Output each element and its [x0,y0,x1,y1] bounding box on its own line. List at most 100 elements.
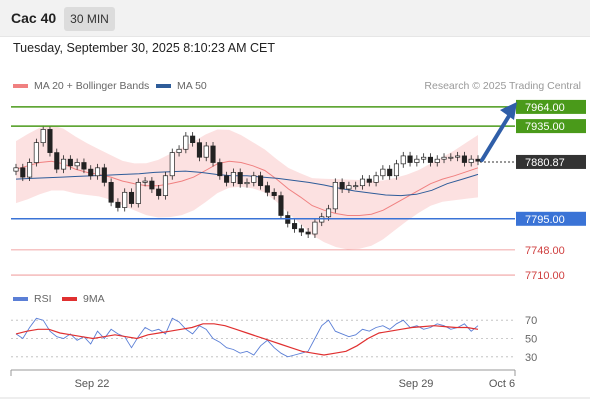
candle-body [427,156,433,163]
candle-body [366,178,372,183]
candle-body [305,231,311,235]
candle-body [40,129,46,144]
legend-rsi: RSI [13,293,52,305]
chart-datetime: Tuesday, September 30, 2025 8:10:23 AM C… [13,41,275,55]
candle-body [380,168,386,177]
credit-text: Research © 2025 Trading Central [424,80,581,92]
candle-body [94,167,101,177]
rsi-level-label: 50 [525,334,537,346]
rsi-level-label: 70 [525,315,537,327]
current-price-tag [516,154,586,169]
candle-body [353,185,359,188]
candle-body [434,158,440,163]
candle-body [196,142,202,158]
candle-body [441,156,447,160]
candle-body [461,155,467,163]
candle-body [162,175,169,196]
forecast-arrowhead [500,102,517,120]
ma50-swatch [156,84,171,88]
candle-body [224,175,230,183]
level-tag [516,211,586,226]
candle-body [33,142,39,163]
candle-body [393,163,400,177]
x-axis-label: Sep 22 [75,378,110,390]
level-label: 7748.00 [525,245,565,257]
candle-body [407,155,413,163]
candle-body [176,148,182,153]
candle-body [122,191,128,208]
level-tag [516,119,586,134]
candle-body [298,228,304,233]
candle-body [421,156,427,160]
candle-body [237,172,243,185]
candle-body [278,195,284,216]
candle-body [448,156,454,159]
candle-body [271,191,277,196]
candle-body [183,135,189,150]
candle-body [346,185,352,190]
instrument-name: Cac 40 [11,10,57,26]
candle-body [455,155,461,158]
candle-body [414,158,420,163]
candle-body [54,152,60,170]
ma20-label: MA 20 + Bollinger Bands [34,80,150,92]
candle-body [13,167,19,172]
ma9-swatch [62,297,77,301]
candle-body [156,188,162,196]
candle-body [101,167,107,183]
x-axis-label: Oct 6 [489,378,515,390]
level-label: 7964.00 [525,102,565,114]
forecast-arrow [480,109,514,162]
candle-body [149,180,155,190]
legend-ma50: MA 50 [156,80,207,92]
rsi-swatch [13,297,28,301]
candle-body [373,175,379,183]
candle-body [325,208,332,218]
candle-body [468,158,474,163]
candle-body [312,221,318,235]
candle-body [400,155,406,165]
candle-body [244,182,250,185]
candle-body [292,223,298,230]
candle-body [108,182,114,203]
candle-body [20,167,26,178]
level-label: 7710.00 [525,270,565,282]
candle-body [475,158,481,162]
candle-body [135,182,141,204]
candle-body [67,158,73,167]
rsi-line [15,317,479,358]
level-label: 7795.00 [525,214,565,226]
candle-body [230,172,236,183]
rsi-label: RSI [34,293,52,305]
candle-body [217,162,223,177]
candle-body [190,135,196,144]
candle-body [128,191,135,204]
candle-body [339,182,345,190]
rsi-level-label: 30 [525,352,537,364]
candle-body [258,175,264,187]
candle-body [47,129,53,153]
ma20-swatch [13,84,28,88]
candle-body [74,162,80,167]
level-label: 7935.00 [525,121,565,133]
candle-body [169,152,175,177]
candle-body [203,145,209,158]
rsi-ma9-line [15,323,479,356]
candle-body [61,158,67,170]
top-bar: Cac 40 30 MIN [0,0,590,37]
timeframe-button[interactable]: 30 MIN [64,7,115,31]
ma50-label: MA 50 [177,80,207,92]
candle-body [27,162,33,178]
candle-body [81,162,87,170]
candle-body [210,145,216,163]
candle-body [332,182,338,210]
ma9-label: 9MA [83,293,105,305]
candle-body [115,201,121,208]
legend-ma9: 9MA [62,293,105,305]
candle-body [251,175,257,183]
candle-body [387,168,393,177]
legend-ma20: MA 20 + Bollinger Bands [13,80,149,92]
level-tag [516,99,586,114]
x-axis-label: Sep 29 [399,378,434,390]
